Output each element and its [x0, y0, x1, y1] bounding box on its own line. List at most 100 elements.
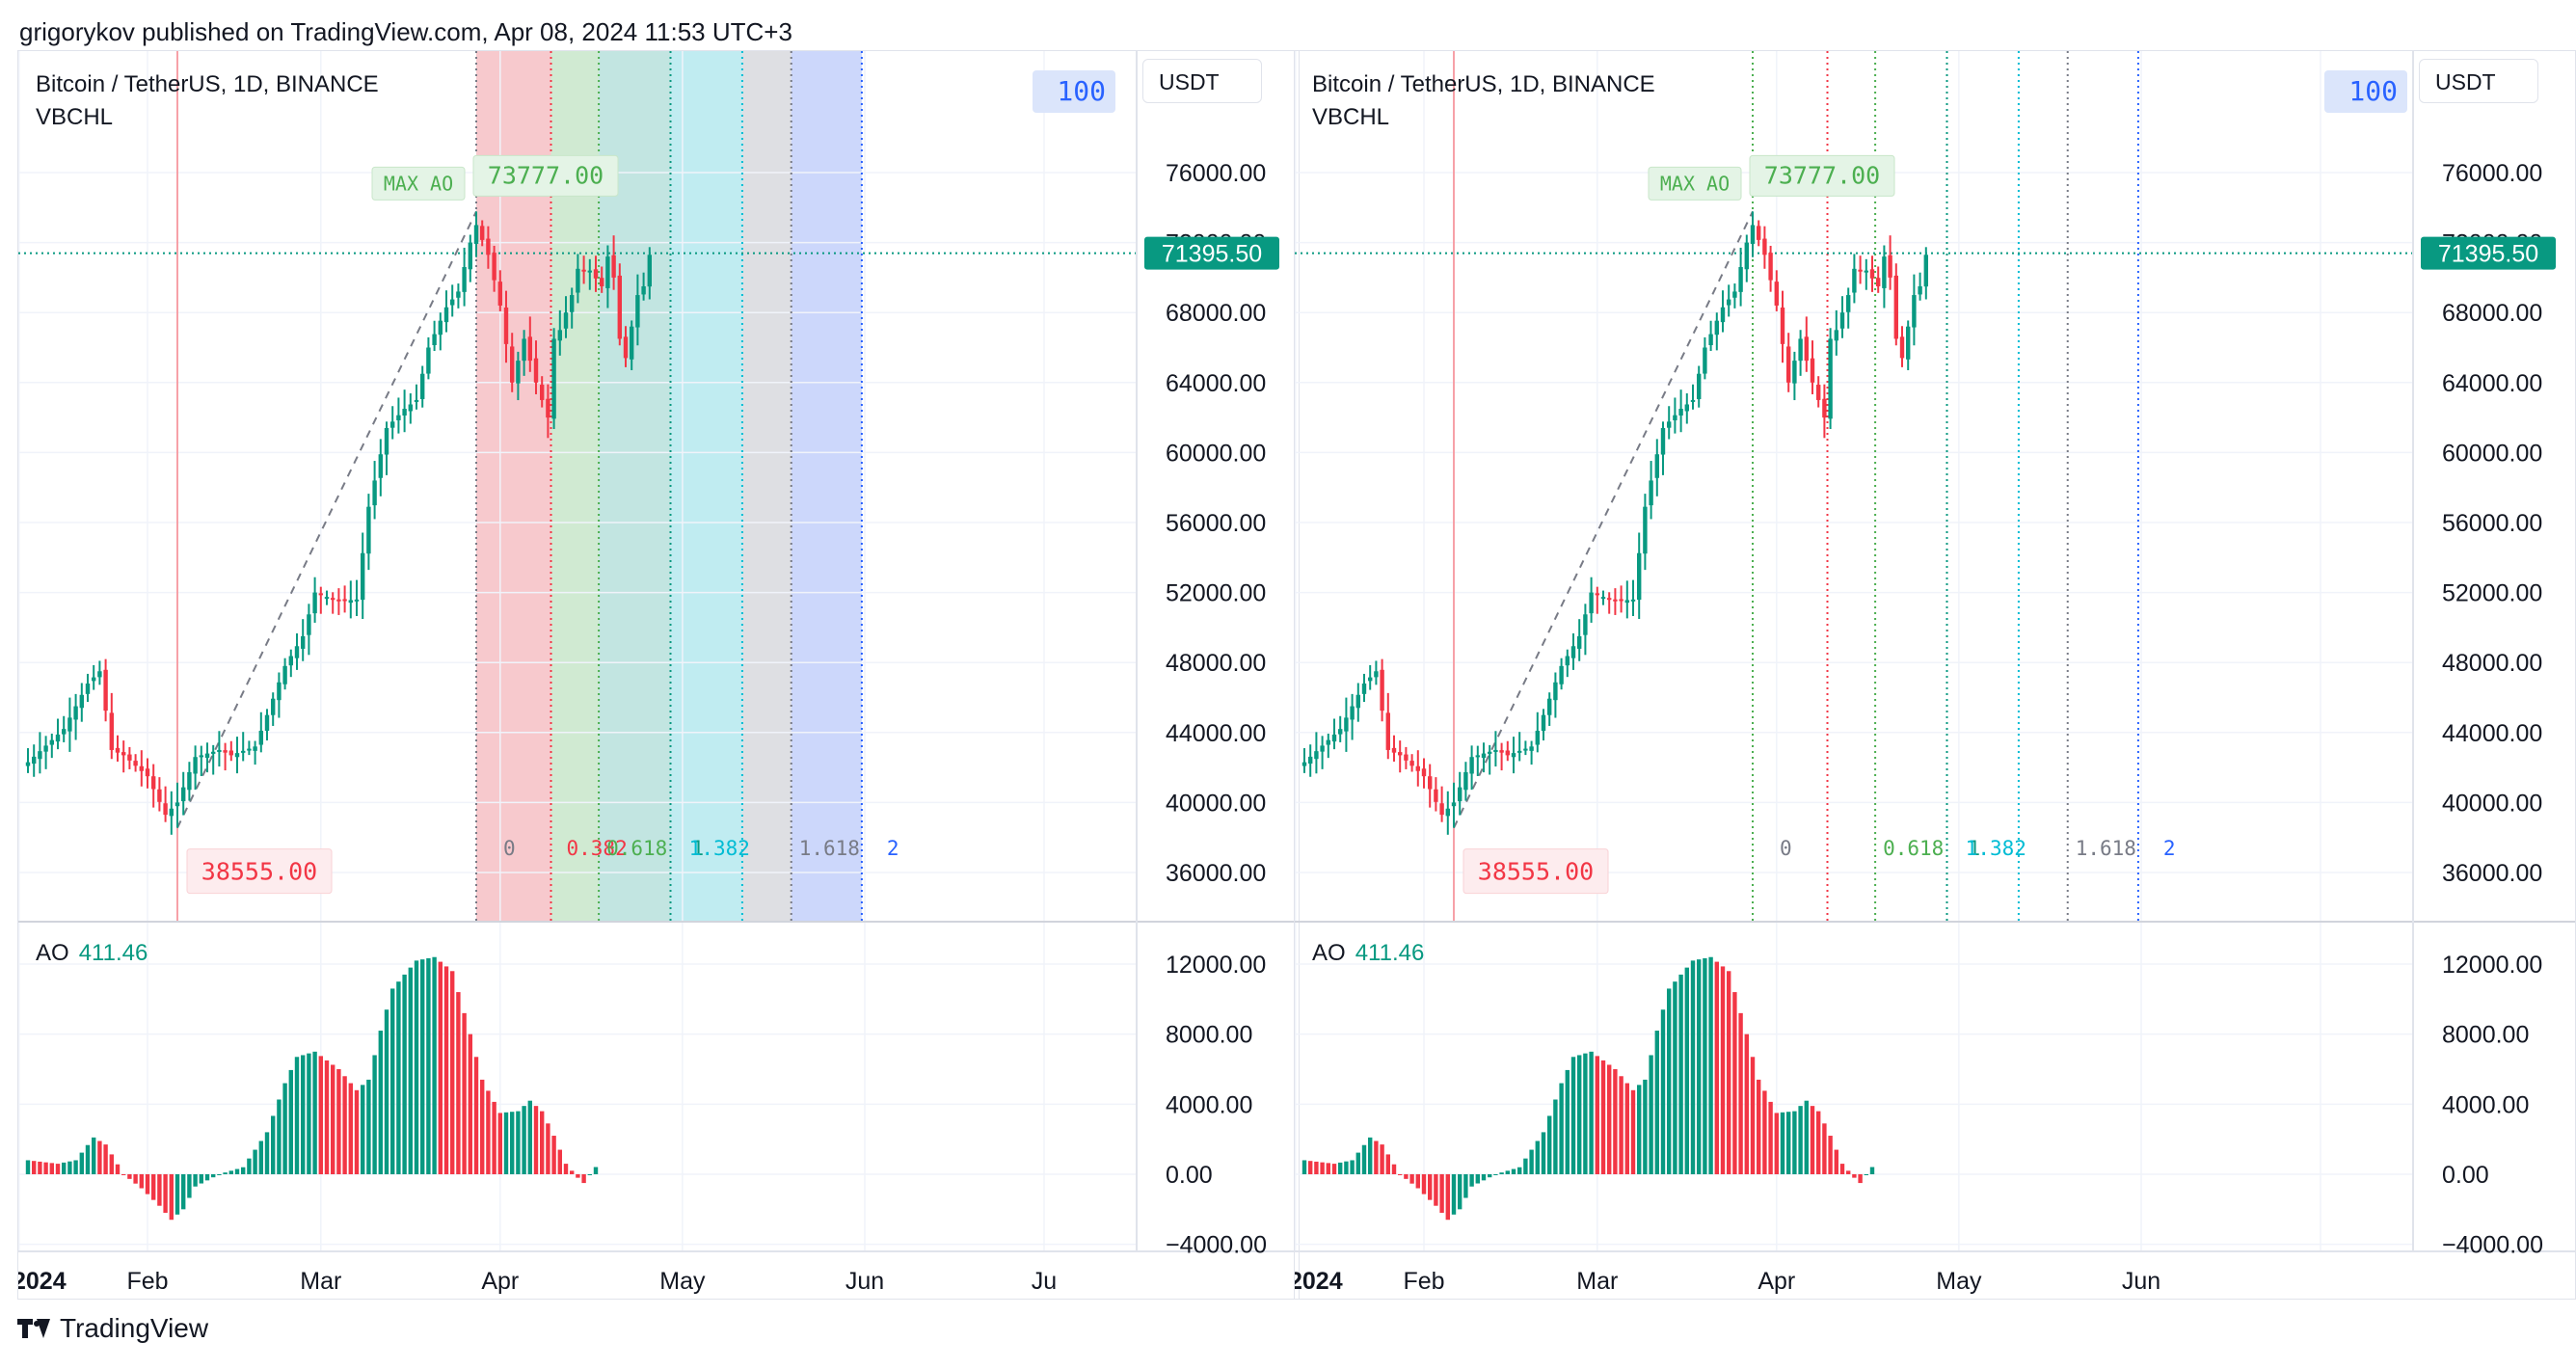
ao-bar	[204, 1174, 210, 1181]
ao-bar	[1654, 1031, 1659, 1174]
ao-bar	[1619, 1076, 1623, 1174]
candle-body	[228, 750, 233, 756]
candle-body	[480, 226, 485, 240]
candle-body	[1391, 747, 1397, 753]
candle-body	[1828, 338, 1833, 419]
ao-bar	[1331, 1164, 1337, 1174]
chart-panel-right[interactable]: 76000.0072000.0068000.0064000.0060000.00…	[1294, 50, 2576, 1300]
currency-button[interactable]: USDT	[1142, 59, 1262, 103]
ao-bar	[1643, 1079, 1648, 1174]
ao-bar	[1660, 1009, 1666, 1174]
candle-body	[1421, 768, 1427, 777]
ao-bar	[1344, 1161, 1349, 1174]
candle-body	[623, 336, 629, 359]
max-ao-box	[371, 166, 466, 201]
fib-level-label: 1	[692, 837, 705, 860]
ao-bar	[462, 1012, 467, 1174]
candle-body	[426, 347, 431, 374]
candle-body	[1445, 808, 1450, 817]
candle-body	[438, 320, 443, 336]
candle-body	[497, 282, 502, 306]
currency-button[interactable]: USDT	[2419, 59, 2538, 103]
ao-legend: AO 411.46	[1312, 940, 1424, 967]
candle-body	[85, 683, 91, 694]
chart-canvas[interactable]: 76000.0072000.0068000.0064000.0060000.00…	[18, 51, 1300, 1300]
candle-body	[396, 415, 401, 420]
candle-body	[163, 803, 168, 816]
ao-bar	[312, 1051, 317, 1174]
candle-body	[331, 598, 335, 601]
min-price-box	[1462, 848, 1609, 895]
ao-bar	[1607, 1064, 1612, 1174]
chart-legend: Bitcoin / TetherUS, 1D, BINANCE VBCHL	[1312, 68, 1655, 134]
ao-bar	[1667, 988, 1672, 1174]
ao-tick-label: 12000.00	[2442, 952, 2542, 979]
ao-tick-label: −4000.00	[1166, 1232, 1267, 1259]
candle-body	[1834, 330, 1838, 341]
ao-bar	[1505, 1170, 1510, 1174]
candle-body	[1899, 336, 1905, 359]
price-tick-label: 44000.00	[2442, 720, 2542, 747]
ao-bar	[241, 1167, 246, 1174]
candle-body	[1757, 226, 1761, 240]
last-price-label: 71395.50	[1162, 241, 1262, 268]
chart-panel-left[interactable]: 76000.0072000.0068000.0064000.0060000.00…	[17, 50, 1300, 1300]
candle-body	[336, 599, 341, 602]
time-tick-label: May	[1936, 1268, 1982, 1295]
fib-level-label: 1	[1969, 837, 1981, 860]
ao-bar	[1630, 1089, 1636, 1174]
candle-body	[121, 752, 126, 756]
ao-value: 411.46	[78, 940, 148, 966]
candle-body	[1547, 698, 1552, 715]
fib-level-label: 2	[2163, 837, 2176, 860]
ao-bar	[301, 1055, 306, 1174]
chart-canvas[interactable]: 76000.0072000.0068000.0064000.0060000.00…	[1295, 51, 2576, 1300]
ao-bar	[97, 1141, 102, 1174]
ao-bar	[348, 1083, 353, 1174]
ao-bar	[1434, 1174, 1438, 1206]
ao-bar	[1583, 1053, 1588, 1174]
footer-brand[interactable]: TradingView	[60, 1313, 209, 1343]
fib-level-label: 1.382	[1966, 837, 2026, 860]
ao-bar	[1774, 1113, 1779, 1174]
ao-bar	[473, 1057, 479, 1174]
last-price-label: 71395.50	[2438, 241, 2538, 268]
ao-bar	[151, 1174, 156, 1200]
candle-body	[294, 646, 300, 658]
time-tick-label: 2024	[1295, 1268, 1343, 1295]
candle-body	[103, 669, 108, 711]
ao-bar	[318, 1056, 323, 1174]
ao-bar	[228, 1170, 233, 1174]
candle-body	[1481, 753, 1487, 759]
ao-bar	[1565, 1069, 1570, 1174]
fib-zone	[791, 51, 862, 922]
candle-body	[79, 694, 84, 709]
ao-bar	[1374, 1141, 1379, 1174]
candle-body	[1839, 312, 1845, 329]
ao-bar	[1792, 1111, 1797, 1174]
ao-bar	[372, 1055, 377, 1174]
price-tick-label: 52000.00	[2442, 580, 2542, 607]
ao-legend: AO 411.46	[36, 940, 148, 967]
ao-bar	[1697, 959, 1702, 1174]
ao-bar	[1415, 1174, 1420, 1189]
ao-bar	[497, 1113, 502, 1174]
candle-body	[1786, 346, 1791, 383]
ao-bar	[49, 1163, 54, 1174]
ao-bar	[1624, 1083, 1629, 1174]
candle-body	[1852, 268, 1857, 293]
ao-bar	[1301, 1160, 1307, 1174]
candle-body	[55, 734, 61, 742]
ao-bar	[139, 1174, 144, 1189]
ao-bar	[38, 1161, 42, 1174]
ao-bar	[1703, 957, 1707, 1174]
ao-tick-label: 4000.00	[2442, 1091, 2529, 1118]
candle-body	[1613, 599, 1618, 602]
chart-legend: Bitcoin / TetherUS, 1D, BINANCE VBCHL	[36, 68, 379, 134]
candle-body	[635, 295, 640, 328]
trend-connector	[176, 210, 477, 829]
fib-level-label: 1.382	[689, 837, 750, 860]
time-tick-label: Ju	[1032, 1268, 1057, 1295]
ao-bar	[1684, 967, 1689, 1174]
ao-bar	[1385, 1154, 1390, 1174]
